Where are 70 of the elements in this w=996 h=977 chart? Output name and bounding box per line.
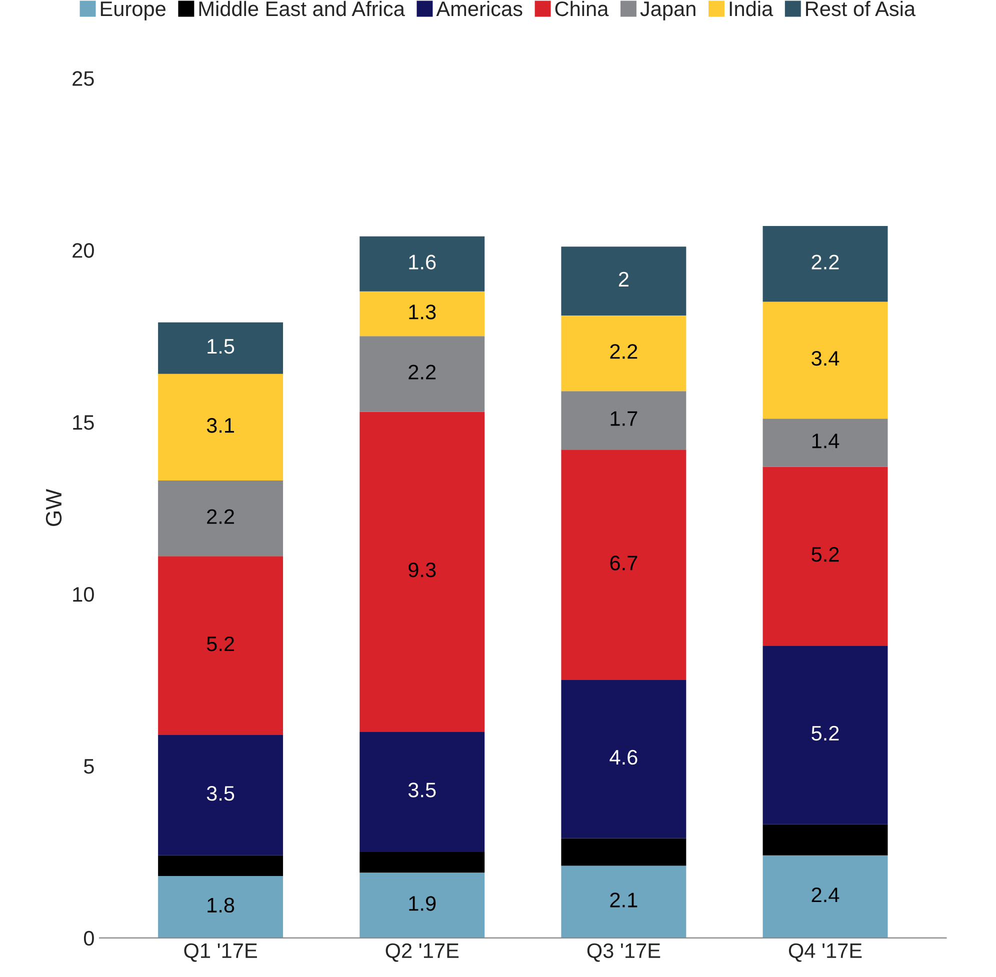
data-label: 2.4 bbox=[812, 887, 840, 902]
data-label: 1.7 bbox=[610, 411, 638, 426]
data-label: 5.2 bbox=[206, 636, 234, 652]
data-label: 2.2 bbox=[408, 364, 436, 380]
legend-label: Japan bbox=[640, 2, 696, 20]
y-tick-label: 5 bbox=[84, 759, 94, 774]
bar bbox=[561, 866, 686, 938]
bar bbox=[762, 824, 888, 856]
data-label: 6.7 bbox=[610, 556, 638, 570]
legend-label: China bbox=[555, 0, 609, 16]
bar bbox=[561, 315, 686, 392]
y-tick-label: 10 bbox=[73, 587, 94, 602]
bar bbox=[762, 466, 888, 646]
y-tick-label: 20 bbox=[72, 243, 94, 258]
bar bbox=[360, 412, 485, 732]
data-label: 3.5 bbox=[408, 782, 436, 798]
data-label: 3.5 bbox=[206, 786, 234, 801]
bar bbox=[561, 838, 686, 866]
data-label: 9.3 bbox=[408, 562, 436, 578]
bar bbox=[762, 855, 888, 938]
data-label: 3.4 bbox=[812, 351, 840, 366]
bar bbox=[360, 852, 485, 873]
y-tick-label: 25 bbox=[72, 71, 94, 86]
legend-label: India bbox=[730, 0, 774, 16]
bar bbox=[158, 480, 284, 556]
data-label: 1.5 bbox=[208, 339, 234, 354]
bar bbox=[360, 872, 485, 938]
data-label: 4.6 bbox=[610, 750, 638, 765]
legend-label: Middle East and Africa bbox=[199, 0, 405, 16]
x-tick-label: Q3 '17E bbox=[587, 943, 660, 962]
bar bbox=[561, 680, 686, 838]
data-label: 1.4 bbox=[812, 434, 840, 448]
bar bbox=[158, 855, 284, 876]
bar bbox=[762, 646, 888, 824]
y-tick-label: 15 bbox=[73, 415, 94, 430]
data-label: 1.8 bbox=[208, 898, 234, 913]
bar bbox=[158, 876, 284, 938]
bar bbox=[762, 418, 888, 467]
data-label: 2.2 bbox=[610, 344, 638, 359]
data-label: 1.9 bbox=[409, 896, 436, 911]
bar bbox=[360, 236, 485, 292]
x-tick-label: Q4 '17E bbox=[788, 943, 862, 962]
legend-label: Rest of Asia bbox=[806, 0, 916, 16]
data-label: 1.3 bbox=[409, 304, 436, 320]
data-label: 5.2 bbox=[812, 726, 839, 741]
bar bbox=[158, 322, 284, 374]
bar bbox=[360, 291, 485, 336]
bar bbox=[762, 226, 888, 302]
x-tick-label: Q1 '17E bbox=[184, 943, 257, 962]
bar bbox=[360, 336, 485, 412]
bar bbox=[561, 450, 686, 680]
data-label: 3.1 bbox=[206, 418, 234, 433]
bar bbox=[561, 391, 686, 450]
data-label: 5.2 bbox=[812, 547, 839, 562]
data-label: 2 bbox=[618, 272, 628, 286]
bar bbox=[561, 246, 686, 316]
data-label: 2.2 bbox=[812, 254, 839, 270]
bar bbox=[360, 732, 485, 852]
data-label: 2.1 bbox=[610, 892, 638, 908]
data-label: 1.6 bbox=[409, 254, 436, 270]
legend-label: Europe bbox=[100, 2, 166, 20]
bar bbox=[158, 374, 284, 481]
x-tick-label: Q2 '17E bbox=[386, 943, 459, 962]
bar bbox=[762, 302, 888, 419]
bar bbox=[158, 735, 284, 856]
y-axis-title: GW bbox=[46, 488, 62, 526]
legend-label: Americas bbox=[436, 0, 522, 16]
y-tick-label: 0 bbox=[84, 930, 94, 946]
bar bbox=[158, 556, 284, 736]
data-label: 2.2 bbox=[207, 509, 234, 524]
